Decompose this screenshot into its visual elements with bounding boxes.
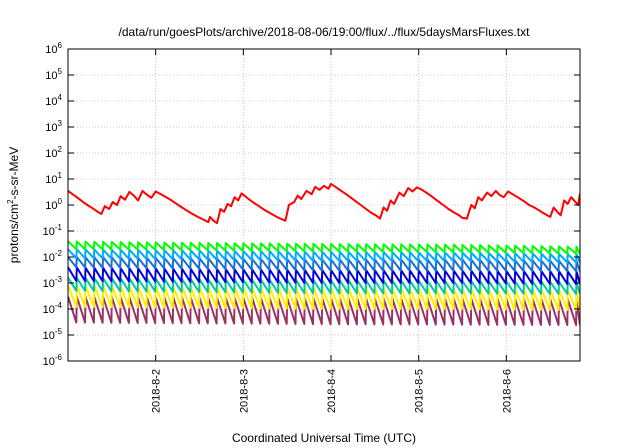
- y-axis-label: protons/cm2-s-sr-MeV: [6, 147, 21, 263]
- series-line: [68, 266, 580, 286]
- x-tick-label: 2018-8-6: [501, 369, 513, 413]
- series-group: [68, 182, 580, 327]
- y-tick-label: 104: [45, 93, 62, 108]
- y-tick-label: 10-2: [43, 249, 63, 264]
- x-tick-label: 2018-8-2: [151, 369, 163, 413]
- grid-lines: [68, 49, 580, 361]
- y-tick-label: 10-5: [43, 327, 63, 342]
- x-tick-label: 2018-8-3: [238, 369, 250, 413]
- x-tick-label: 2018-8-4: [326, 369, 338, 413]
- series-line: [68, 182, 580, 225]
- y-tick-label: 100: [45, 197, 62, 212]
- y-tick-label: 105: [45, 67, 62, 82]
- y-tick-label: 10-1: [43, 223, 63, 238]
- y-tick-label: 102: [45, 145, 62, 160]
- series-line: [68, 295, 580, 327]
- series-line: [68, 240, 580, 255]
- y-axis-ticks: 10-6 10-5 10-4 10-3 10-2 10-1 100 101 102 103 104 1…: [43, 41, 580, 368]
- y-tick-label: 10-3: [43, 275, 63, 290]
- x-tick-label: 2018-8-5: [414, 369, 426, 413]
- series-line: [68, 256, 580, 273]
- x-axis-label: Coordinated Universal Time (UTC): [232, 431, 416, 445]
- y-tick-label: 103: [45, 119, 62, 134]
- y-tick-label: 101: [45, 171, 62, 186]
- series-line: [68, 284, 580, 312]
- y-tick-label: 106: [45, 41, 62, 56]
- series-line: [68, 248, 580, 264]
- x-axis-ticks: 2018-8-2 2018-8-3 2018-8-4 2018-8-5 2018-8-6: [151, 49, 513, 413]
- y-tick-label: 10-4: [43, 301, 63, 316]
- y-tick-label: 10-6: [43, 353, 63, 368]
- series-line: [68, 276, 580, 295]
- chart-title: /data/run/goesPlots/archive/2018-08-06/1…: [119, 25, 531, 39]
